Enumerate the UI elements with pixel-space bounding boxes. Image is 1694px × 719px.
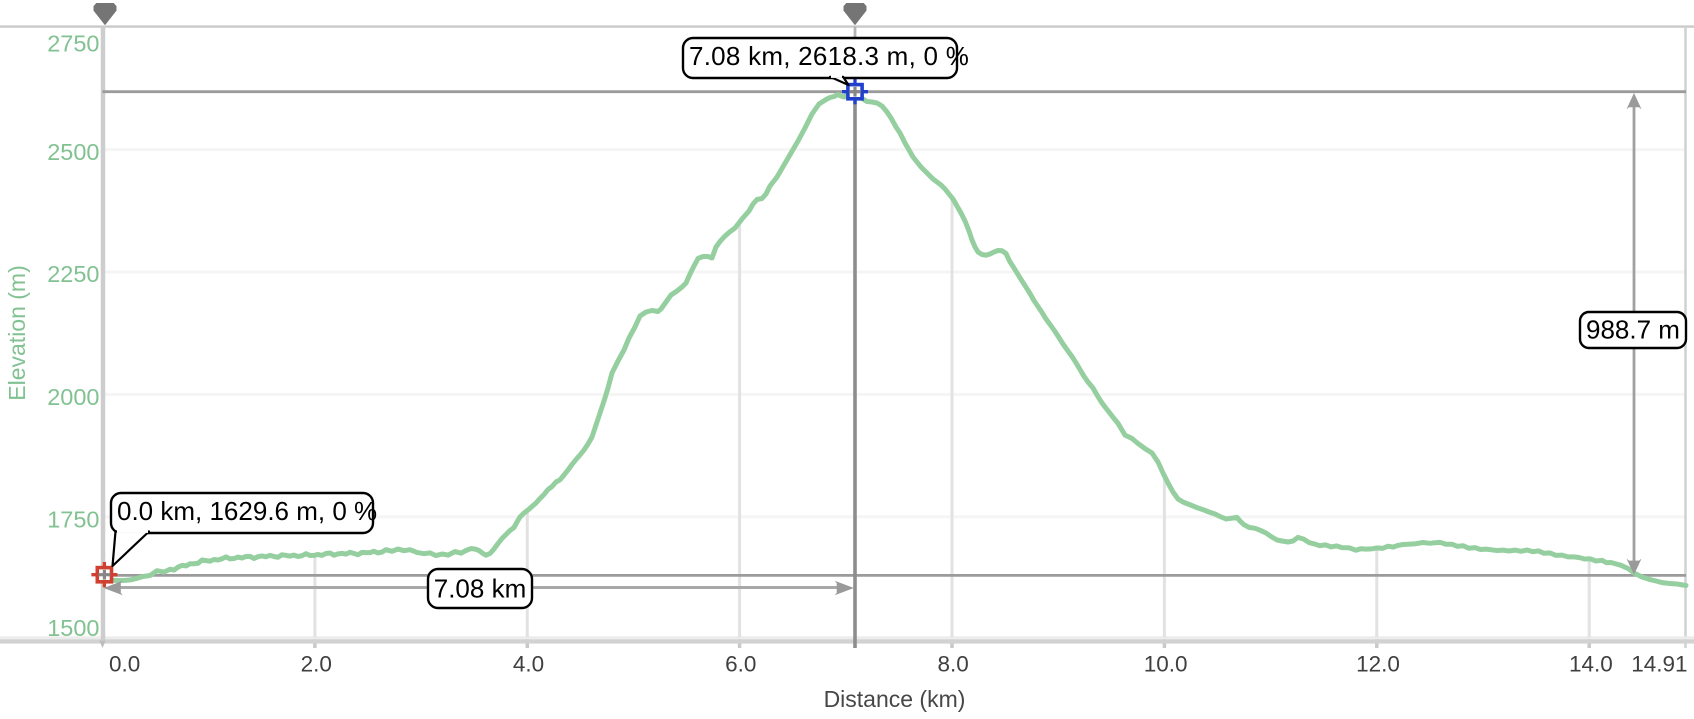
svg-text:2250: 2250: [47, 261, 99, 287]
svg-text:1500: 1500: [47, 615, 99, 641]
svg-text:14.91: 14.91: [1631, 652, 1687, 677]
svg-text:7.08 km: 7.08 km: [434, 574, 527, 604]
svg-text:4.0: 4.0: [513, 652, 544, 677]
svg-text:2.0: 2.0: [301, 652, 332, 677]
svg-text:12.0: 12.0: [1356, 652, 1400, 677]
svg-text:8.0: 8.0: [938, 652, 969, 677]
svg-text:14.0: 14.0: [1569, 652, 1613, 677]
svg-text:0.0: 0.0: [109, 652, 140, 677]
svg-text:2750: 2750: [47, 30, 99, 56]
svg-text:1750: 1750: [47, 507, 99, 533]
svg-text:0.0 km, 1629.6 m, 0 %: 0.0 km, 1629.6 m, 0 %: [117, 496, 377, 526]
svg-text:6.0: 6.0: [725, 652, 756, 677]
svg-text:7.08 km, 2618.3 m, 0 %: 7.08 km, 2618.3 m, 0 %: [689, 41, 969, 71]
svg-text:2500: 2500: [47, 139, 99, 165]
svg-text:2000: 2000: [47, 384, 99, 410]
svg-text:Elevation (m): Elevation (m): [4, 265, 30, 400]
svg-text:10.0: 10.0: [1144, 652, 1188, 677]
svg-text:Distance (km): Distance (km): [824, 686, 966, 712]
svg-text:988.7 m: 988.7 m: [1586, 315, 1680, 345]
